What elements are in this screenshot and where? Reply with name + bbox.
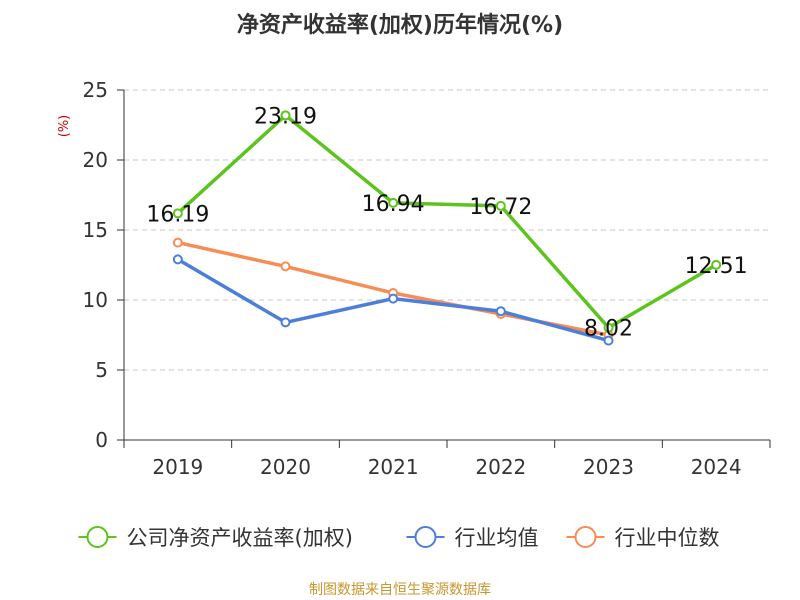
y-tick-label: 5 bbox=[95, 358, 108, 382]
data-source-note: 制图数据来自恒生聚源数据库 bbox=[309, 582, 491, 598]
x-tick-label: 2022 bbox=[475, 455, 526, 479]
data-labels: 16.19 23.19 16.94 16.72 8.02 12.51 bbox=[146, 104, 747, 341]
legend-item[interactable]: 行业中位数 bbox=[566, 526, 720, 550]
y-axis-label: (%) bbox=[57, 115, 72, 138]
legend-label: 行业中位数 bbox=[615, 526, 720, 550]
data-label: 12.51 bbox=[685, 254, 748, 279]
legend-item[interactable]: 行业均值 bbox=[406, 526, 539, 550]
x-tick-label: 2020 bbox=[260, 455, 311, 479]
series-lines bbox=[172, 110, 722, 346]
legend[interactable]: 公司净资产收益率(加权) 行业均值 行业中位数 bbox=[78, 526, 720, 550]
grid-lines bbox=[124, 89, 770, 371]
data-label: 8.02 bbox=[584, 317, 633, 342]
data-point[interactable] bbox=[280, 110, 291, 121]
x-tick-label: 2023 bbox=[583, 455, 634, 479]
y-tick-label: 10 bbox=[83, 288, 108, 312]
data-point[interactable] bbox=[280, 261, 291, 272]
data-point[interactable] bbox=[280, 317, 291, 328]
legend-marker bbox=[414, 526, 437, 548]
data-point[interactable] bbox=[603, 335, 614, 346]
data-point[interactable] bbox=[603, 322, 614, 333]
y-tick-label: 20 bbox=[83, 148, 108, 172]
data-label: 16.19 bbox=[146, 202, 209, 227]
data-point[interactable] bbox=[495, 200, 506, 211]
data-label: 16.72 bbox=[469, 195, 532, 220]
data-point[interactable] bbox=[711, 259, 722, 270]
data-point[interactable] bbox=[172, 254, 183, 265]
x-tick-label: 2021 bbox=[368, 455, 419, 479]
y-tick-label: 0 bbox=[95, 428, 108, 452]
legend-marker bbox=[574, 526, 597, 548]
y-tick-label: 25 bbox=[83, 78, 108, 102]
x-tick-label: 2024 bbox=[691, 455, 742, 479]
data-point[interactable] bbox=[495, 306, 506, 317]
chart-title: 净资产收益率(加权)历年情况(%) bbox=[237, 12, 563, 38]
data-point[interactable] bbox=[172, 237, 183, 248]
data-point[interactable] bbox=[172, 208, 183, 219]
data-point[interactable] bbox=[388, 293, 399, 304]
legend-label: 公司净资产收益率(加权) bbox=[127, 526, 353, 550]
legend-item[interactable]: 公司净资产收益率(加权) bbox=[78, 526, 353, 550]
series-line bbox=[176, 113, 718, 330]
data-point[interactable] bbox=[388, 197, 399, 208]
y-tick-label: 15 bbox=[83, 218, 108, 242]
legend-label: 行业均值 bbox=[455, 526, 539, 550]
legend-marker bbox=[86, 526, 109, 548]
data-label: 16.94 bbox=[362, 192, 425, 217]
data-label: 23.19 bbox=[254, 104, 317, 129]
axes: 0 5 10 15 20 25 2019 2020 2021 2022 2023 2024 bbox=[83, 78, 771, 479]
x-tick-label: 2019 bbox=[152, 455, 203, 479]
